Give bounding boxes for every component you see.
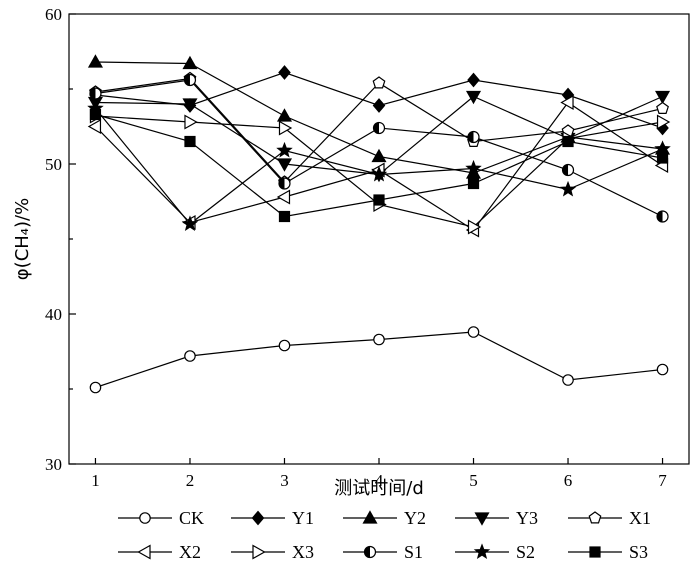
- point-x3-7: [656, 114, 671, 130]
- y-tick-label-40: 40: [45, 305, 62, 324]
- x-tick-label-6: 6: [564, 471, 573, 490]
- x-tick-label-7: 7: [658, 471, 667, 490]
- legend-label-s1: S1: [404, 542, 423, 562]
- point-ck-2: [184, 350, 196, 362]
- point-y1-5: [467, 72, 480, 88]
- legend-marker-s2: [473, 543, 491, 560]
- legend-marker-y3: [474, 512, 490, 526]
- legend-label-ck: CK: [179, 508, 204, 528]
- y-tick-label-30: 30: [45, 455, 62, 474]
- point-s2-2: [181, 215, 199, 232]
- point-y1-3: [278, 65, 291, 80]
- point-ck-6: [562, 374, 574, 386]
- point-x3-3: [278, 120, 293, 136]
- x-tick-label-5: 5: [469, 471, 478, 490]
- point-s1-2: [183, 73, 197, 87]
- point-y3-2: [182, 98, 198, 112]
- legend-label-s2: S2: [516, 542, 535, 562]
- point-x2-6: [560, 94, 574, 111]
- y-axis-label: φ(CH₄)/%: [12, 198, 33, 280]
- point-s1-1: [89, 87, 102, 100]
- legend: CK Y1 Y2 Y3 X1 X2 X3 S1 S2 S3: [118, 508, 651, 562]
- point-s1-3: [278, 177, 291, 190]
- legend-label-x1: X1: [629, 508, 651, 528]
- legend-label-x2: X2: [179, 542, 201, 562]
- legend-item-y3: Y3: [455, 508, 538, 528]
- axes: 1 2 3 4 5 6 7 30 40 50 60: [45, 5, 690, 490]
- y-tick-label-50: 50: [45, 155, 62, 174]
- point-s2-6: [559, 180, 577, 197]
- point-ck-4: [373, 333, 385, 346]
- point-x1-7: [656, 101, 669, 114]
- point-s3-2: [184, 135, 196, 148]
- legend-label-y2: Y2: [404, 508, 426, 528]
- series-markers: [87, 54, 671, 394]
- legend-item-s1: S1: [343, 542, 423, 562]
- legend-item-x2: X2: [118, 542, 201, 562]
- legend-item-s2: S2: [455, 542, 535, 562]
- x-tick-label-2: 2: [186, 471, 195, 490]
- point-y3-5: [465, 90, 482, 105]
- legend-label-y1: Y1: [292, 508, 314, 528]
- point-s2-5: [465, 159, 482, 176]
- point-s1-5: [467, 130, 480, 144]
- point-s3-1: [89, 108, 102, 121]
- point-s3-5: [467, 177, 480, 190]
- legend-label-s3: S3: [629, 542, 648, 562]
- legend-item-y2: Y2: [343, 508, 426, 528]
- point-y2-2: [182, 55, 198, 70]
- legend-item-ck: CK: [118, 508, 204, 528]
- point-s1-7: [656, 210, 669, 223]
- point-s1-4: [372, 121, 386, 135]
- point-ck-7: [656, 363, 669, 376]
- point-y3-3: [276, 158, 293, 172]
- point-y2-4: [371, 148, 387, 163]
- point-x1-4: [372, 76, 386, 89]
- legend-label-x3: X3: [292, 542, 314, 562]
- point-s3-7: [656, 152, 669, 164]
- point-s3-6: [562, 135, 574, 148]
- legend-item-x3: X3: [231, 542, 314, 562]
- legend-item-s3: S3: [568, 542, 648, 562]
- legend-marker-s3: [589, 546, 601, 558]
- point-y1-4: [372, 98, 386, 113]
- legend-marker-y2: [362, 510, 378, 524]
- legend-marker-ck: [139, 512, 151, 524]
- y-tick-label-60: 60: [45, 5, 62, 24]
- legend-marker-x2: [137, 544, 151, 560]
- legend-marker-x3: [252, 544, 266, 560]
- point-x3-2: [184, 114, 198, 130]
- legend-item-x1: X1: [568, 508, 651, 528]
- point-x3-5: [467, 219, 482, 235]
- point-x2-1: [87, 118, 102, 135]
- point-s2-3: [276, 141, 293, 158]
- point-y3-7: [655, 90, 671, 105]
- point-s2-4: [370, 165, 388, 182]
- point-s3-4: [373, 194, 385, 206]
- legend-marker-y1: [251, 510, 265, 526]
- legend-item-y1: Y1: [231, 508, 314, 528]
- point-s2-7: [654, 140, 671, 157]
- legend-label-y3: Y3: [516, 508, 538, 528]
- x-axis-label: 测试时间/d: [334, 478, 424, 499]
- legend-marker-x1: [588, 511, 602, 524]
- x-tick-label-1: 1: [91, 471, 100, 490]
- point-x2-3: [276, 189, 291, 205]
- x-tick-label-3: 3: [280, 471, 289, 490]
- point-y2-1: [87, 54, 103, 68]
- legend-marker-s1: [363, 545, 377, 559]
- point-s1-6: [561, 163, 575, 177]
- point-ck-5: [467, 326, 480, 338]
- point-s3-3: [278, 210, 291, 223]
- point-ck-1: [89, 381, 102, 394]
- x-tick-label-4: 4: [375, 471, 384, 490]
- point-ck-3: [278, 339, 291, 352]
- point-y2-3: [276, 108, 293, 122]
